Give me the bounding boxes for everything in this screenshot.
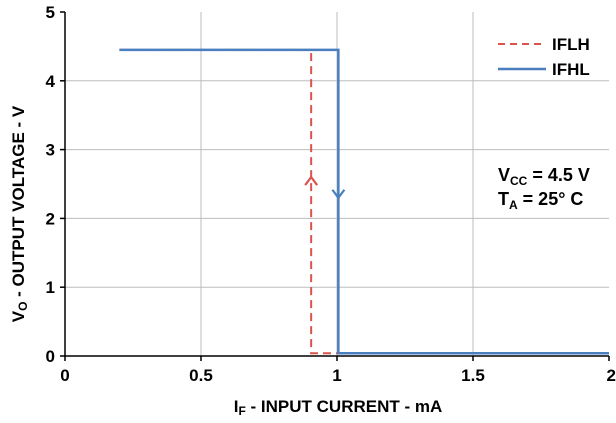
series-arrow-ifhl <box>331 189 346 200</box>
x-tick-label: 1 <box>332 366 341 385</box>
x-tick-label: 0 <box>60 366 69 385</box>
legend: IFLH IFHL <box>498 35 590 79</box>
grid-lines <box>65 12 609 356</box>
legend-label-ifhl: IFHL <box>552 60 590 79</box>
series-line-iflh <box>119 48 337 355</box>
series-layer <box>119 48 609 355</box>
x-tick-label: 1.5 <box>461 366 485 385</box>
conditions-annotation: VCC = 4.5 V TA = 25° C <box>498 165 590 212</box>
tick-labels: 0 1 2 3 4 5 0 0.5 1 1.5 2 <box>46 3 616 385</box>
legend-label-iflh: IFLH <box>552 35 590 54</box>
y-tick-label: 2 <box>46 209 55 228</box>
vcc-annotation: VCC = 4.5 V <box>498 165 590 188</box>
y-tick-label: 0 <box>46 347 55 366</box>
x-axis-label: IF - INPUT CURRENT - mA <box>234 397 443 418</box>
series-line-ifhl <box>119 48 609 355</box>
series-arrow-iflh <box>304 175 319 186</box>
ta-annotation: TA = 25° C <box>498 189 583 212</box>
y-tick-label: 3 <box>46 141 55 160</box>
y-axis-label: VO - OUTPUT VOLTAGE - V <box>9 105 30 322</box>
y-tick-label: 5 <box>46 3 55 22</box>
y-tick-label: 4 <box>46 72 56 91</box>
x-tick-label: 2 <box>607 366 616 385</box>
y-tick-label: 1 <box>46 278 55 297</box>
plot-frame <box>60 11 610 361</box>
x-tick-label: 0.5 <box>189 366 213 385</box>
